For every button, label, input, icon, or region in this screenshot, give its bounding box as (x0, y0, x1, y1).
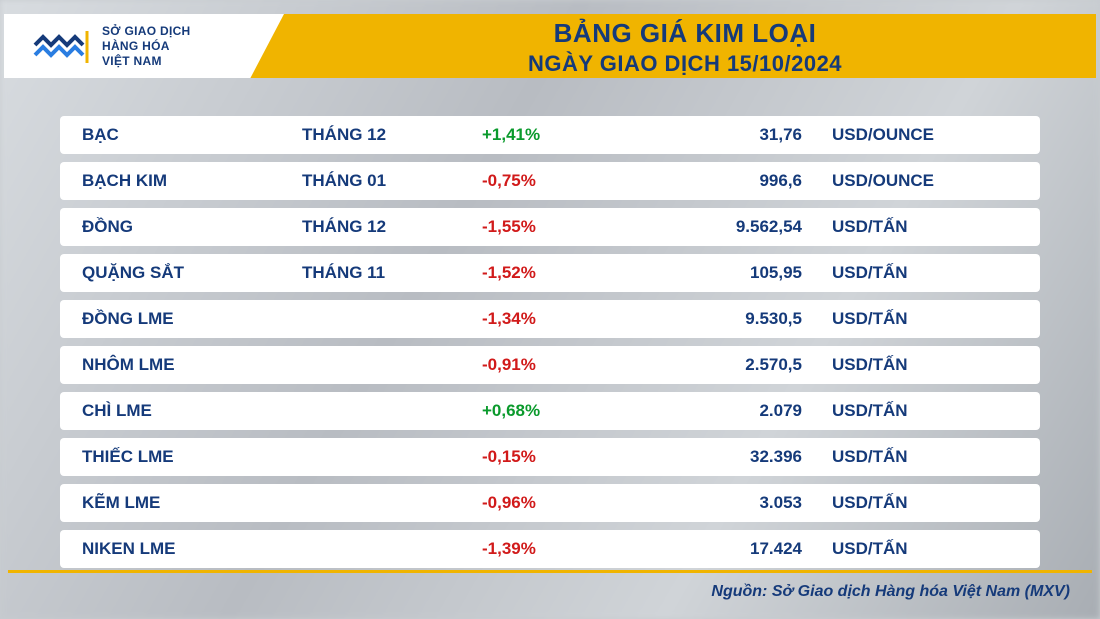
source-label: Nguồn: Sở Giao dịch Hàng hóa Việt Nam (M… (711, 583, 1070, 601)
title-block: BẢNG GIÁ KIM LOẠI NGÀY GIAO DỊCH 15/10/2… (304, 18, 1066, 77)
price-value: 996,6 (632, 171, 832, 191)
percent-change: -0,15% (482, 447, 632, 467)
price-value: 9.562,54 (632, 217, 832, 237)
report-card: SỞ GIAO DỊCH HÀNG HÓA VIỆT NAM BẢNG GIÁ … (4, 4, 1096, 615)
percent-change: -1,52% (482, 263, 632, 283)
commodity-name: ĐỒNG LME (82, 309, 302, 329)
price-value: 9.530,5 (632, 309, 832, 329)
commodity-name: KẼM LME (82, 493, 302, 513)
commodity-name: BẠC (82, 125, 302, 145)
percent-change: +1,41% (482, 125, 632, 145)
commodity-name: BẠCH KIM (82, 171, 302, 191)
mxv-logo-icon (32, 25, 90, 67)
bottom-accent-line (8, 570, 1092, 573)
price-unit: USD/TẤN (832, 263, 1018, 283)
table-row: THIẾC LME -0,15%32.396USD/TẤN (60, 438, 1040, 476)
table-row: BẠCH KIMTHÁNG 01-0,75%996,6USD/OUNCE (60, 162, 1040, 200)
price-table: BẠCTHÁNG 12+1,41%31,76USD/OUNCEBẠCH KIMT… (60, 116, 1040, 576)
price-unit: USD/TẤN (832, 493, 1018, 513)
percent-change: -1,55% (482, 217, 632, 237)
contract-month: THÁNG 01 (302, 171, 482, 191)
commodity-name: ĐỒNG (82, 217, 302, 237)
price-unit: USD/OUNCE (832, 171, 1018, 191)
table-row: NIKEN LME -1,39%17.424USD/TẤN (60, 530, 1040, 568)
title-line1: BẢNG GIÁ KIM LOẠI (304, 18, 1066, 49)
table-row: ĐỒNG LME -1,34%9.530,5USD/TẤN (60, 300, 1040, 338)
table-row: QUẶNG SẮTTHÁNG 11-1,52%105,95USD/TẤN (60, 254, 1040, 292)
table-row: BẠCTHÁNG 12+1,41%31,76USD/OUNCE (60, 116, 1040, 154)
org-line3: VIỆT NAM (102, 54, 191, 69)
percent-change: -0,75% (482, 171, 632, 191)
commodity-name: QUẶNG SẮT (82, 263, 302, 283)
table-row: KẼM LME -0,96%3.053USD/TẤN (60, 484, 1040, 522)
contract-month: THÁNG 12 (302, 217, 482, 237)
header: SỞ GIAO DỊCH HÀNG HÓA VIỆT NAM BẢNG GIÁ … (4, 4, 1096, 92)
price-value: 2.079 (632, 401, 832, 421)
price-value: 31,76 (632, 125, 832, 145)
percent-change: +0,68% (482, 401, 632, 421)
price-value: 17.424 (632, 539, 832, 559)
org-line2: HÀNG HÓA (102, 39, 191, 54)
logo-tab: SỞ GIAO DỊCH HÀNG HÓA VIỆT NAM (4, 14, 284, 78)
price-unit: USD/TẤN (832, 217, 1018, 237)
org-name: SỞ GIAO DỊCH HÀNG HÓA VIỆT NAM (102, 24, 191, 69)
price-unit: USD/TẤN (832, 355, 1018, 375)
contract-month: THÁNG 11 (302, 263, 482, 283)
commodity-name: CHÌ LME (82, 401, 302, 421)
price-unit: USD/OUNCE (832, 125, 1018, 145)
commodity-name: NIKEN LME (82, 539, 302, 559)
commodity-name: NHÔM LME (82, 355, 302, 375)
table-row: ĐỒNGTHÁNG 12-1,55%9.562,54USD/TẤN (60, 208, 1040, 246)
commodity-name: THIẾC LME (82, 447, 302, 467)
price-value: 105,95 (632, 263, 832, 283)
percent-change: -1,34% (482, 309, 632, 329)
percent-change: -1,39% (482, 539, 632, 559)
price-value: 3.053 (632, 493, 832, 513)
contract-month: THÁNG 12 (302, 125, 482, 145)
table-row: NHÔM LME -0,91%2.570,5USD/TẤN (60, 346, 1040, 384)
price-unit: USD/TẤN (832, 309, 1018, 329)
price-unit: USD/TẤN (832, 401, 1018, 421)
price-unit: USD/TẤN (832, 447, 1018, 467)
title-line2: NGÀY GIAO DỊCH 15/10/2024 (304, 51, 1066, 77)
price-unit: USD/TẤN (832, 539, 1018, 559)
table-row: CHÌ LME +0,68%2.079USD/TẤN (60, 392, 1040, 430)
percent-change: -0,96% (482, 493, 632, 513)
percent-change: -0,91% (482, 355, 632, 375)
org-line1: SỞ GIAO DỊCH (102, 24, 191, 39)
price-value: 32.396 (632, 447, 832, 467)
price-value: 2.570,5 (632, 355, 832, 375)
